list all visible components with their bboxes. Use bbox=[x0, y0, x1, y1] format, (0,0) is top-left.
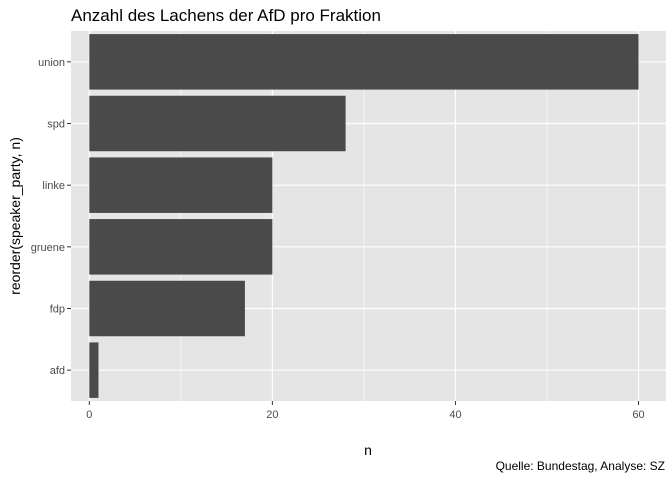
y-tick-label: gruene bbox=[31, 242, 65, 254]
bar-linke bbox=[89, 157, 273, 213]
x-axis-title: n bbox=[364, 442, 372, 458]
bar-afd bbox=[89, 342, 99, 398]
y-axis: union spd linke gruene fdp afd bbox=[31, 57, 71, 377]
y-axis-title: reorder(speaker_party, n) bbox=[7, 137, 23, 295]
y-tick-label: afd bbox=[50, 365, 65, 377]
bars bbox=[89, 34, 639, 398]
bar-union bbox=[89, 34, 639, 90]
bar-fdp bbox=[89, 280, 245, 337]
x-tick-label: 60 bbox=[632, 409, 644, 421]
x-tick-label: 40 bbox=[449, 409, 461, 421]
y-tick-label: spd bbox=[47, 119, 65, 131]
x-axis: 0 20 40 60 bbox=[86, 401, 645, 421]
y-tick-label: union bbox=[38, 57, 65, 69]
y-tick-label: fdp bbox=[50, 304, 65, 316]
bar-spd bbox=[89, 95, 346, 152]
chart-caption: Quelle: Bundestag, Analyse: SZ bbox=[496, 459, 665, 473]
bar-gruene bbox=[89, 219, 273, 275]
x-tick-label: 20 bbox=[266, 409, 278, 421]
chart-title: Anzahl des Lachens der AfD pro Fraktion bbox=[71, 6, 381, 25]
x-tick-label: 0 bbox=[86, 409, 92, 421]
y-tick-label: linke bbox=[42, 180, 65, 192]
plot-panel bbox=[71, 31, 666, 401]
minor-gridlines bbox=[180, 31, 548, 401]
